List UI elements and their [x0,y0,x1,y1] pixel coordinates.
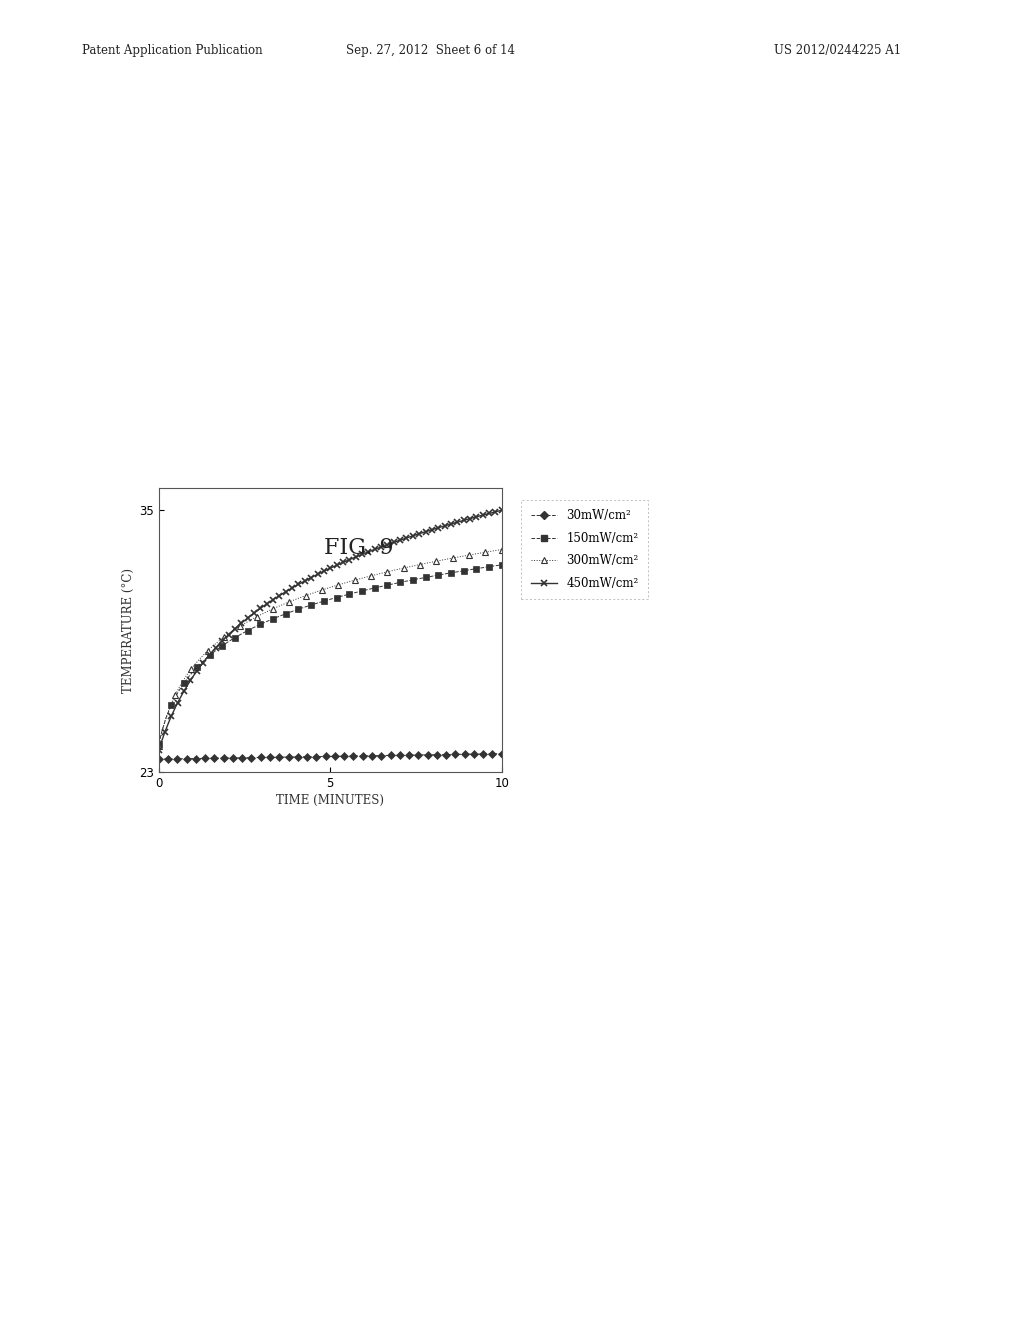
Text: US 2012/0244225 A1: US 2012/0244225 A1 [774,44,901,57]
X-axis label: TIME (MINUTES): TIME (MINUTES) [276,795,384,808]
Text: Sep. 27, 2012  Sheet 6 of 14: Sep. 27, 2012 Sheet 6 of 14 [345,44,515,57]
Y-axis label: TEMPERATURE (°C): TEMPERATURE (°C) [122,568,135,693]
Legend: 30mW/cm², 150mW/cm², 300mW/cm², 450mW/cm²: 30mW/cm², 150mW/cm², 300mW/cm², 450mW/cm… [521,500,648,599]
Text: FIG. 9: FIG. 9 [324,537,393,558]
Text: Patent Application Publication: Patent Application Publication [82,44,262,57]
